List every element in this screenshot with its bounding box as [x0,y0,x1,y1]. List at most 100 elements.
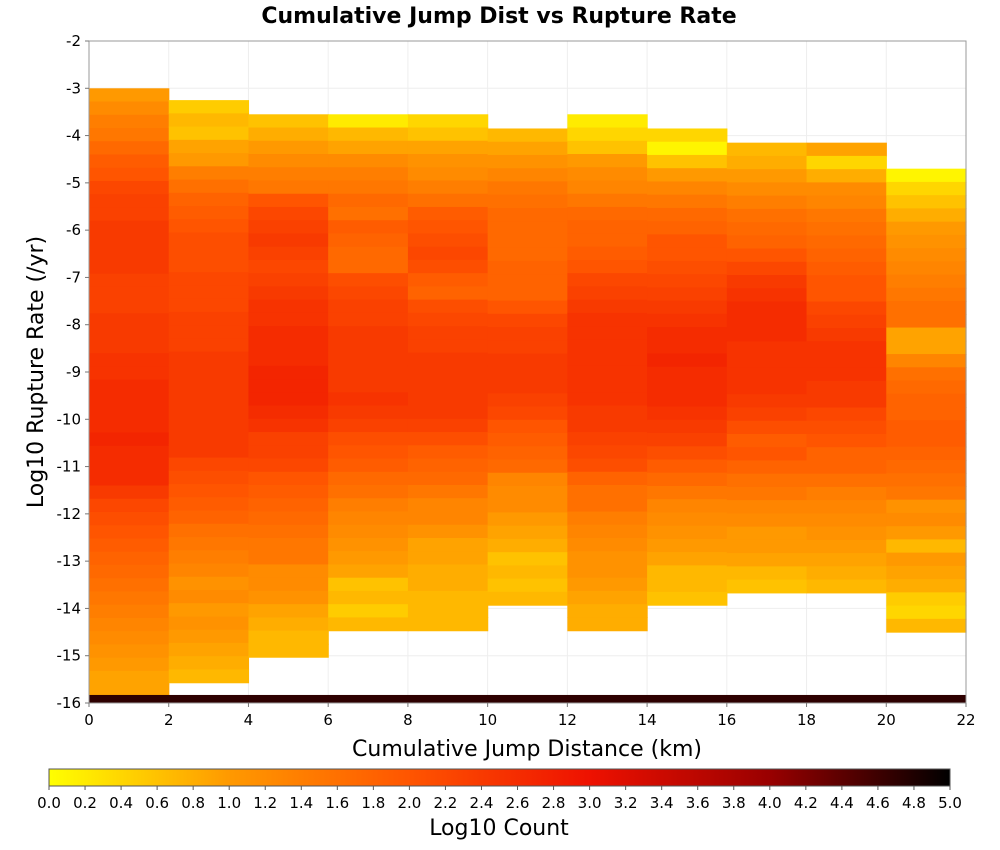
heatmap-cell [248,259,329,274]
heatmap-cell [726,460,808,475]
heatmap-cell [886,354,967,368]
y-tick-label: -6 [66,221,81,239]
heatmap-cell [248,604,329,619]
heatmap-cell [647,538,728,553]
heatmap-cell [89,180,170,195]
chart-title: Cumulative Jump Dist vs Rupture Rate [261,4,736,29]
heatmap-cell [806,248,887,263]
x-tick-label: 14 [638,711,657,729]
heatmap-cell [487,353,568,368]
heatmap-cell [726,486,808,501]
heatmap-cell [647,154,728,169]
colorbar-ticks: 0.0 0.2 0.4 0.6 0.8 1.0 1.2 1.4 1.6 1.8 2.0 2.2 2.4 2… [37,786,962,812]
y-tick-label: -7 [66,268,81,286]
heatmap-cell [248,220,329,235]
heatmap-cell [487,433,568,447]
heatmap-cell [647,419,728,434]
y-tick-label: -11 [57,458,82,476]
colorbar-tick-label: 3.8 [722,794,746,812]
heatmap-cell [567,246,648,261]
heatmap-cell [567,326,648,340]
heatmap-cell [89,141,170,156]
heatmap-cell [726,354,808,369]
heatmap-cell [328,392,409,407]
heatmap-cell [248,432,329,446]
heatmap-cell [168,616,250,631]
heatmap-cell [407,392,489,407]
heatmap-cell [567,405,648,420]
heatmap-cell [248,617,329,632]
heatmap-cell [487,168,568,183]
y-axis-ticks: -2 -3 -4 -5 -6 -7 -8 -9 -10 -11 -12 -13 -14 -15 -16 [57,32,89,712]
heatmap-cell [248,352,329,367]
heatmap-cell [886,248,967,262]
heatmap-cell [89,233,170,248]
heatmap-cell [806,380,887,395]
heatmap-cell [726,328,808,342]
colorbar-tick-label: 1.8 [361,794,385,812]
colorbar-tick-label: 1.2 [253,794,277,812]
heatmap-cell [567,617,648,632]
heatmap-cell [168,378,250,392]
heatmap-cell [806,539,887,554]
heatmap-cell [886,539,967,554]
heatmap-cell [726,341,808,356]
heatmap-cell [726,407,808,422]
x-tick-label: 22 [956,711,975,729]
heatmap-cell [726,394,808,409]
heatmap-cell [328,405,409,420]
heatmap-cell [248,326,329,340]
heatmap-cell [806,341,887,356]
x-tick-label: 8 [403,711,413,729]
y-tick-label: -15 [57,647,82,665]
heatmap-cell [726,513,808,528]
x-axis-ticks: 0 2 4 6 8 10 12 14 16 18 20 22 [84,703,976,729]
colorbar-tick-label: 3.2 [614,794,638,812]
heatmap-cell [407,485,489,499]
heatmap-cell [886,486,967,501]
heatmap-cell [168,179,250,194]
heatmap-cell [647,393,728,408]
heatmap-cell [407,537,489,552]
heatmap-cell [89,551,170,566]
x-tick-label: 16 [717,711,736,729]
heatmap-cell [487,366,568,381]
heatmap-cell [647,552,728,566]
heatmap-cell [248,127,329,142]
heatmap-cell [487,393,568,408]
heatmap-cell [647,300,728,315]
heatmap-cell [487,406,568,421]
colorbar-tick-label: 4.6 [866,794,890,812]
heatmap-cell [886,512,967,527]
heatmap-cell [806,460,887,475]
heatmap-cell [168,484,250,498]
heatmap-cell [806,354,887,369]
y-tick-label: -14 [57,599,82,617]
heatmap-cell [806,553,887,567]
heatmap-cell [168,245,250,260]
heatmap-cell [647,485,728,500]
heatmap-cell [487,512,568,527]
heatmap-cell [407,418,489,433]
heatmap-cell [886,433,967,448]
heatmap-cell [647,234,728,249]
heatmap-cell [647,433,728,447]
heatmap-cell [89,419,170,434]
colorbar-tick-label: 1.6 [325,794,349,812]
heatmap-cell [248,154,329,168]
heatmap-cell [567,193,648,208]
heatmap-cell [168,497,250,512]
heatmap-cell [726,275,808,289]
heatmap-cell [168,272,250,287]
colorbar-tick-label: 2.8 [542,794,566,812]
heatmap-cell [248,458,329,473]
heatmap-cell [407,590,489,605]
heatmap-cell [567,220,648,235]
heatmap-cell [168,444,250,459]
heatmap-cell [328,365,409,380]
heatmap-cell [328,511,409,526]
heatmap-cell [886,618,967,633]
heatmap-cell [168,139,250,154]
heatmap-cell [886,221,967,236]
heatmap-cell [407,273,489,288]
